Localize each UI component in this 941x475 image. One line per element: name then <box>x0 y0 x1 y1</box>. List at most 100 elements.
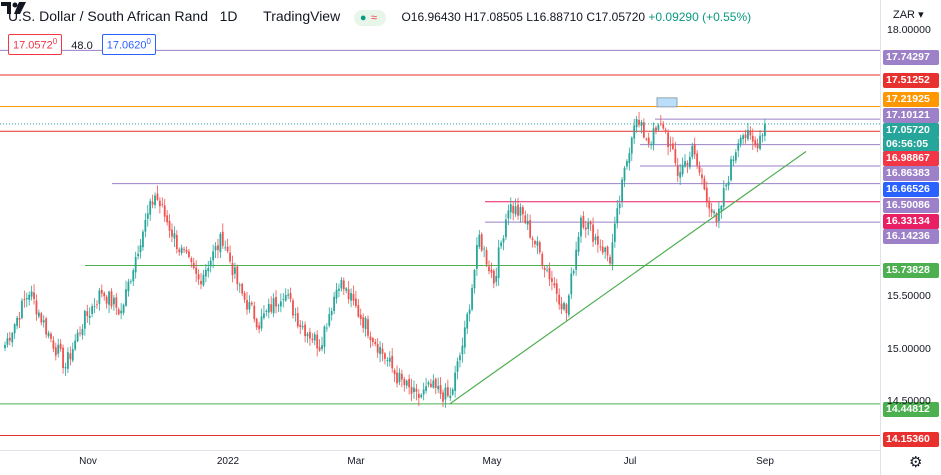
candle-body <box>272 298 275 314</box>
symbol-title[interactable]: U.S. Dollar / South African Rand <box>8 8 208 24</box>
candle-body <box>565 304 568 314</box>
candle-body <box>403 379 406 385</box>
candle-body <box>207 268 210 272</box>
candle-body <box>108 291 110 305</box>
candle-body <box>386 360 389 361</box>
candle-body <box>514 206 517 215</box>
candle-body <box>567 295 570 315</box>
candle-body <box>313 334 316 341</box>
currency-selector[interactable]: ZAR ▾ <box>893 9 924 21</box>
candle-body <box>476 245 478 269</box>
price-axis[interactable]: ZAR ▾ 17.74297 17.51252 17.21925 17.10121 17… <box>880 0 941 475</box>
candle-body <box>734 152 737 161</box>
candle-body <box>277 305 280 307</box>
gear-icon[interactable]: ⚙ <box>909 454 923 471</box>
candle-body <box>575 249 578 270</box>
candle-body <box>132 270 135 282</box>
candle-body <box>166 215 169 223</box>
candle-body <box>398 372 401 383</box>
candle-body <box>393 370 396 375</box>
candle-body <box>149 200 152 215</box>
candle-body <box>35 300 38 315</box>
candle-body <box>168 220 171 231</box>
candle-body <box>684 161 686 167</box>
candle-body <box>705 187 708 202</box>
status-dot-icon: ● <box>359 11 367 24</box>
tradingview-logo-icon[interactable] <box>0 0 28 16</box>
candle-body <box>572 270 575 274</box>
candle-body <box>725 184 728 187</box>
candle-body <box>749 130 752 136</box>
candle-body <box>485 250 488 265</box>
time-label: Jul <box>623 456 637 467</box>
candle-body <box>502 238 505 243</box>
candle-body <box>647 137 650 144</box>
candle-body <box>410 386 413 394</box>
change-value: +0.09290 (+0.55%) <box>648 10 752 24</box>
candle-body <box>270 304 273 312</box>
candle-body <box>422 389 425 395</box>
candle-body <box>374 341 377 345</box>
candle-body <box>592 224 594 242</box>
candle-body <box>328 314 331 326</box>
candle-body <box>76 332 79 342</box>
candle-body <box>459 355 461 361</box>
chart-area[interactable]: U.S. Dollar / South African Rand 1D Trad… <box>0 0 880 450</box>
candle-body <box>454 372 457 391</box>
candle-body <box>204 269 207 277</box>
candle-body <box>405 380 408 386</box>
candle-body <box>226 246 229 252</box>
candle-body <box>548 267 551 280</box>
candle-body <box>83 310 86 329</box>
candle-body <box>381 348 384 354</box>
candle-body <box>250 302 253 305</box>
candle-body <box>430 383 432 387</box>
candle-body <box>376 344 379 353</box>
candle-body <box>350 293 352 301</box>
sell-button[interactable]: 17.05720 <box>8 34 63 55</box>
candle-body <box>713 211 715 214</box>
candle-body <box>555 283 558 294</box>
candle-body <box>59 343 62 349</box>
candle-body <box>483 248 486 250</box>
candle-body <box>217 245 219 250</box>
interval-label[interactable]: 1D <box>219 8 238 24</box>
buy-button[interactable]: 17.06200 <box>101 34 156 55</box>
candlestick-chart[interactable] <box>0 0 880 450</box>
candle-body <box>655 127 657 131</box>
candle-body <box>650 143 653 146</box>
candle-body <box>718 208 720 222</box>
candle-body <box>25 297 28 300</box>
candle-body <box>517 204 519 216</box>
candle-body <box>364 318 367 329</box>
candle-body <box>45 318 48 335</box>
candle-body <box>246 299 248 310</box>
candle-body <box>335 289 338 299</box>
candle-body <box>507 210 510 219</box>
price-tag: 14.15360 <box>883 432 939 447</box>
candle-body <box>175 234 178 250</box>
candle-body <box>529 220 532 238</box>
candle-body <box>137 253 139 257</box>
candle-body <box>534 240 536 245</box>
price-tag: 16.98867 <box>883 151 939 166</box>
price-tag: 16.66526 <box>883 182 939 197</box>
candle-body <box>11 332 14 343</box>
candle-body <box>609 257 611 264</box>
market-status-badge[interactable]: ● ≈ <box>353 9 386 26</box>
candle-body <box>531 238 534 241</box>
candle-body <box>98 290 101 304</box>
candle-body <box>633 125 636 139</box>
price-tag: 16.33134 <box>883 214 939 229</box>
candle-body <box>304 324 306 337</box>
candle-body <box>16 317 18 326</box>
candle-body <box>163 205 166 217</box>
candle-body <box>490 269 493 273</box>
candle-body <box>693 144 696 155</box>
candle-body <box>248 302 251 310</box>
candle-body <box>306 333 309 336</box>
time-axis[interactable]: Nov 2022 Mar May Jul Sep <box>0 450 880 475</box>
candle-body <box>640 122 643 126</box>
candle-body <box>81 328 84 336</box>
candle-body <box>604 247 607 252</box>
